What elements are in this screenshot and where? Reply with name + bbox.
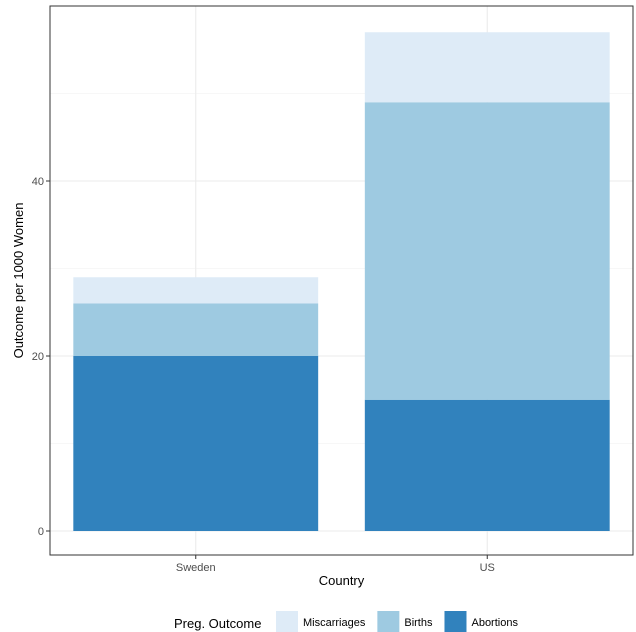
y-tick-label: 40 [32,176,44,188]
legend: Preg. Outcome Miscarriages Births Abortion… [174,611,518,632]
x-tick-label: US [480,562,495,574]
y-tick-label: 0 [38,526,44,538]
bars [73,32,610,531]
legend-key-births [377,611,400,632]
legend-label-miscarriages: Miscarriages [303,617,366,629]
legend-label-births: Births [404,617,433,629]
plot-panel-border [49,5,634,556]
bar-miscarriages-sweden [73,277,319,304]
y-axis: 0 20 40 [32,176,50,538]
x-tick-label: Sweden [176,562,216,574]
bar-miscarriages-us [364,32,610,103]
bar-abortions-sweden [73,356,319,531]
y-axis-title: Outcome per 1000 Women [11,203,26,359]
legend-key-miscarriages [276,611,298,632]
legend-label-abortions: Abortions [471,617,518,629]
y-tick-label: 20 [32,351,44,363]
bar-births-us [364,102,610,400]
legend-key-abortions [444,611,467,632]
bar-abortions-us [364,399,610,531]
x-axis-title: Country [319,573,365,588]
legend-title: Preg. Outcome [174,616,261,631]
x-axis: Sweden US [176,555,495,574]
bar-births-sweden [73,303,319,356]
